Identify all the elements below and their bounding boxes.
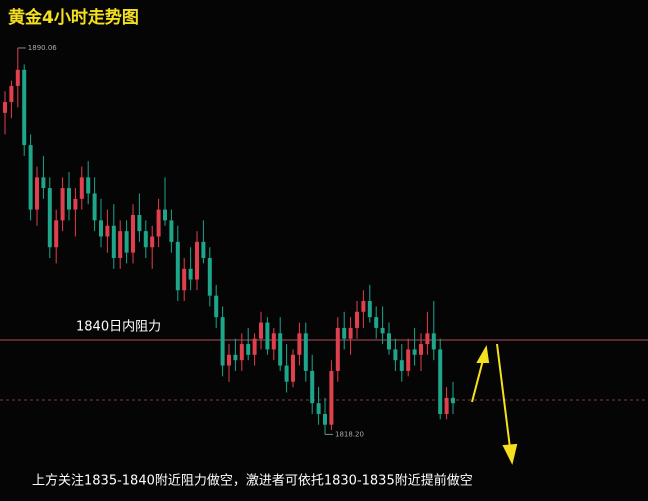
candle-body [201, 241, 206, 259]
candle-body [22, 69, 27, 146]
candle-body [118, 231, 123, 259]
candle-body [227, 354, 231, 366]
candle-body [438, 349, 443, 414]
candle-body [444, 397, 449, 414]
candle-body [387, 333, 391, 350]
candle-body [207, 258, 212, 296]
candle-body [86, 177, 91, 194]
candle-body [188, 268, 193, 280]
candle-body [99, 220, 103, 237]
candle-body [182, 268, 187, 291]
candle-body [399, 360, 404, 371]
candle-body [111, 225, 116, 259]
candle-body [431, 333, 436, 350]
candle-body [348, 327, 353, 339]
candle-body [233, 354, 238, 361]
candle-body [60, 188, 65, 221]
candle-body [278, 333, 283, 366]
candle-body [143, 231, 148, 248]
candle-body [374, 317, 379, 328]
candle-body [156, 209, 161, 237]
candle-body [124, 231, 129, 253]
candle-body [412, 349, 417, 355]
candle-body [92, 193, 97, 221]
candle-body [9, 85, 14, 103]
candle-body [419, 344, 423, 355]
candle-body [291, 354, 295, 382]
candle-body [15, 69, 20, 86]
candle-body [355, 311, 359, 328]
candle-body [406, 349, 411, 371]
candle-body [284, 365, 289, 382]
candle-body [220, 317, 225, 366]
candle-body [316, 403, 321, 414]
candle-body [252, 338, 257, 355]
candle-body [361, 301, 366, 312]
candle-body [323, 413, 327, 425]
candle-body [259, 322, 263, 339]
candle-body [393, 349, 398, 361]
candle-body [451, 397, 455, 404]
candle-body [214, 295, 219, 318]
resistance-label: 1840日内阻力 [76, 319, 161, 335]
candle-body [28, 145, 33, 210]
candle-body [163, 209, 167, 221]
candle-body [35, 177, 39, 210]
candle-body [367, 301, 372, 318]
candle-body [41, 177, 46, 189]
candle-body [297, 333, 302, 355]
candle-body [3, 102, 7, 113]
candle-body [150, 236, 155, 248]
candle-body [303, 333, 308, 371]
candle-body [79, 177, 84, 199]
candle-body [175, 241, 180, 291]
candle-body [169, 220, 174, 242]
candle-body [329, 370, 334, 425]
candle-body [271, 333, 276, 350]
candle-body [335, 327, 340, 371]
arrows [471, 343, 518, 465]
candle-body [73, 198, 78, 210]
candle-body [105, 225, 110, 237]
candle-body [67, 188, 71, 210]
candle-body [131, 214, 135, 253]
candle-body [195, 241, 199, 280]
candle-body [380, 327, 385, 334]
candle-body [54, 220, 59, 248]
extreme-label: 1890.06 [28, 44, 57, 52]
chart-title: 黄金4小时走势图 [8, 7, 139, 28]
candle-body [310, 370, 315, 404]
candle-body [265, 322, 270, 350]
note: 上方关注1835-1840附近阻力做空，激进者可依托1830-1835附近提前做… [32, 473, 473, 489]
candle-body [47, 188, 52, 248]
candle-body [239, 344, 244, 361]
candle-body [137, 214, 142, 232]
candle-body [246, 344, 251, 355]
candle-body [425, 333, 430, 345]
extreme-label: 1818.20 [335, 430, 364, 438]
candle-body [342, 327, 347, 339]
